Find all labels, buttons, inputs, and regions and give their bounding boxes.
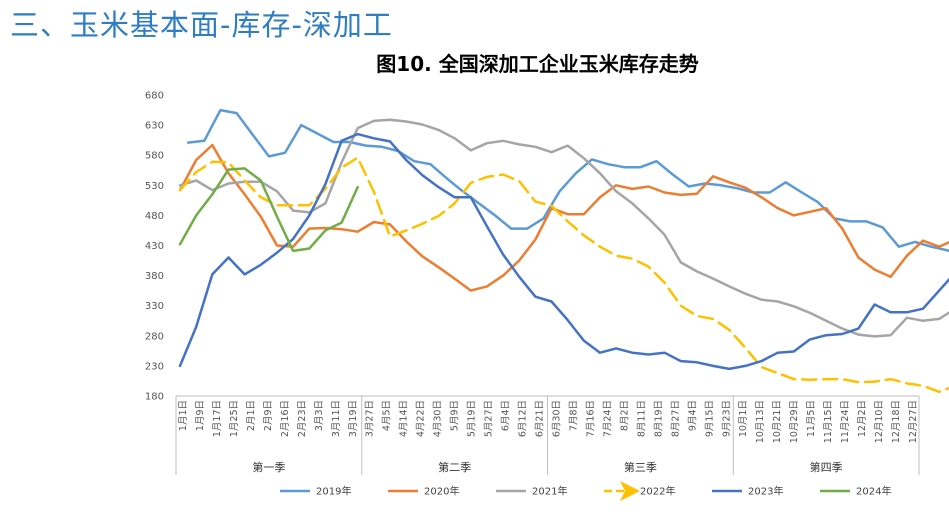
x-tick-label: 12月27日 (908, 400, 919, 443)
x-tick-label: 2月1日 (246, 400, 257, 431)
x-tick-label: 3月27日 (365, 400, 376, 437)
x-tick-label: 4月22日 (416, 400, 427, 437)
y-tick-label: 680 (145, 91, 164, 102)
x-tick-label: 2月23日 (297, 400, 308, 437)
legend-label: 2024年 (856, 485, 891, 498)
legend-label: 2019年 (316, 485, 351, 498)
y-tick-label: 180 (145, 392, 164, 403)
x-tick-label: 11月5日 (806, 400, 817, 437)
y-tick-label: 380 (145, 271, 164, 282)
legend-label: 2023年 (748, 485, 783, 498)
x-tick-label: 2月9日 (263, 400, 274, 431)
x-tick-label: 1月25日 (229, 400, 240, 437)
x-tick-label: 12月10日 (874, 400, 885, 443)
x-tick-label: 8月27日 (670, 400, 681, 437)
x-tick-label: 5月19日 (467, 400, 478, 437)
x-tick-label: 5月27日 (484, 400, 495, 437)
x-tick-label: 10月29日 (789, 400, 800, 443)
legend-label: 2021年 (532, 485, 567, 498)
x-tick-label: 3月3日 (314, 400, 325, 431)
series-line-2023年 (178, 132, 949, 371)
y-tick-label: 630 (145, 121, 164, 132)
series-line-2020年 (178, 143, 949, 292)
x-tick-label: 6月4日 (501, 400, 512, 431)
x-tick-label: 5月9日 (450, 400, 461, 431)
x-tick-label: 8月19日 (653, 400, 664, 437)
quarter-label: 第二季 (438, 460, 471, 474)
y-tick-label: 480 (145, 211, 164, 222)
x-tick-label: 10月21日 (772, 400, 783, 443)
legend-label: 2020年 (424, 485, 459, 498)
series-line-2019年 (186, 108, 949, 253)
y-tick-label: 530 (145, 181, 164, 192)
x-tick-label: 7月8日 (568, 400, 579, 431)
x-tick-label: 9月15日 (704, 400, 715, 437)
x-tick-label: 4月30日 (433, 400, 444, 437)
section-title: 三、玉米基本面-库存-深加工 (10, 8, 393, 42)
x-tick-label: 12月18日 (891, 400, 902, 443)
x-tick-label: 9月23日 (721, 400, 732, 437)
x-tick-label: 8月2日 (619, 400, 630, 431)
x-tick-label: 7月16日 (585, 400, 596, 437)
legend-label: 2022年 (640, 485, 675, 498)
x-tick-label: 10月13日 (755, 400, 766, 443)
y-tick-label: 330 (145, 301, 164, 312)
x-tick-label: 10月1日 (738, 400, 749, 437)
x-tick-label: 1月9日 (195, 400, 206, 431)
x-tick-label: 12月2日 (857, 400, 868, 437)
x-tick-label: 9月4日 (687, 400, 698, 431)
x-tick-label: 11月15日 (823, 400, 834, 443)
x-tick-label: 3月19日 (348, 400, 359, 437)
x-tick-label: 4月5日 (382, 400, 393, 431)
series-line-2021年 (178, 118, 949, 338)
y-tick-label: 280 (145, 331, 164, 342)
x-tick-label: 8月11日 (636, 400, 647, 437)
series-line-2024年 (178, 167, 359, 253)
y-tick-label: 580 (145, 151, 164, 162)
quarter-label: 第三季 (624, 460, 657, 474)
quarter-label: 第四季 (810, 460, 843, 474)
y-tick-label: 430 (145, 241, 164, 252)
y-tick-label: 230 (145, 361, 164, 372)
x-tick-label: 3月11日 (331, 400, 342, 437)
series-line-2022年 (178, 156, 949, 394)
x-tick-label: 6月30日 (551, 400, 562, 437)
quarter-label: 第一季 (252, 460, 285, 474)
x-tick-label: 6月21日 (535, 400, 546, 437)
chart-title: 图10. 全国深加工企业玉米库存走势 (376, 52, 699, 76)
x-tick-label: 11月24日 (840, 400, 851, 443)
x-tick-label: 4月14日 (399, 400, 410, 437)
x-tick-label: 2月16日 (280, 400, 291, 437)
x-tick-label: 6月12日 (518, 400, 529, 437)
x-tick-label: 1月17日 (212, 400, 223, 437)
x-tick-label: 1月1日 (178, 400, 189, 431)
x-tick-label: 7月24日 (602, 400, 613, 437)
